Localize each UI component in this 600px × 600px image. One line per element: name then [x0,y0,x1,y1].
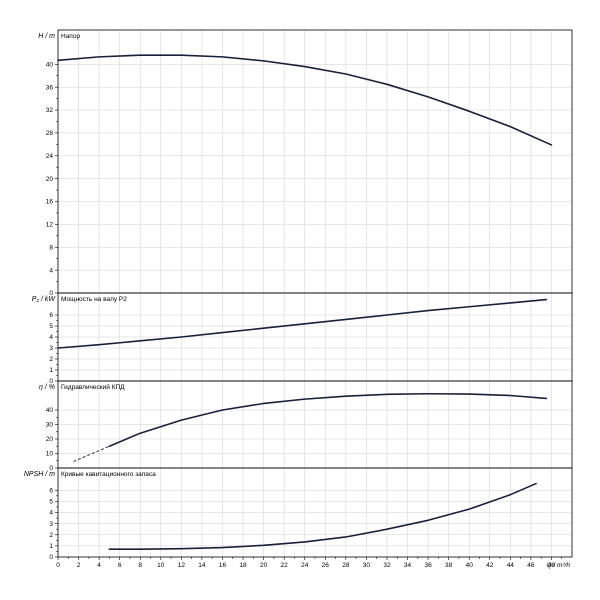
y-axis-label: P₂ / kW [32,296,57,303]
y-tick-label: 2 [49,356,53,363]
panel-frame [57,29,573,294]
x-tick-label: 40 [466,562,474,569]
x-tick-label: 6 [118,562,122,569]
x-tick-label: 30 [363,562,371,569]
x-tick-label: 32 [383,562,391,569]
panel-efficiency: 0 10 20 30 40 η / % Гидравлический КПД [39,380,573,472]
x-tick-label: 4 [97,562,101,569]
x-tick-label: 36 [424,562,432,569]
y-tick-label: 2 [49,532,53,539]
x-tick-label: 12 [178,562,186,569]
y-tick-label: 5 [49,499,53,506]
x-tick-label: 48 [548,562,556,569]
y-tick-label: 4 [49,510,53,517]
x-tick-label: 2 [77,562,81,569]
y-tick-label: 32 [46,107,54,114]
y-tick-label: 0 [49,554,53,561]
x-tick-label: 24 [301,562,309,569]
y-tick-label: 6 [49,487,53,494]
x-tick-label: 20 [260,562,268,569]
y-tick-label: 1 [49,367,53,374]
x-tick-label: 18 [239,562,247,569]
y-axis-label: NPSH / m [24,471,55,478]
series-line-power [57,298,548,349]
y-tick-label: 40 [46,62,54,69]
x-tick-label: 34 [404,562,412,569]
x-tick-label: 28 [342,562,350,569]
x-tick-label: 10 [157,562,165,569]
y-tick-label: 6 [49,312,53,319]
y-tick-label: 30 [46,422,54,429]
y-tick-label: 10 [46,451,54,458]
y-tick-label: 5 [49,323,53,330]
panel-title: Гидравлический КПД [61,383,125,391]
y-tick-label: 3 [49,521,53,528]
x-tick-label: 16 [219,562,227,569]
x-tick-label: 26 [322,562,330,569]
y-tick-label: 36 [46,84,54,91]
y-tick-label: 0 [49,290,53,297]
y-tick-label: 28 [46,130,54,137]
panel-power: 0 1 2 3 4 5 6 P₂ / kW Мощность на валу P2 [32,292,573,385]
x-tick-label: 8 [138,562,142,569]
y-tick-label: 3 [49,345,53,352]
y-tick-label: 24 [46,153,54,160]
y-tick-label: 0 [49,465,53,472]
series-line-npsh [108,482,537,551]
panel-title: Кривые кавитационного запаса [61,471,156,478]
panel-title: Напор [61,33,80,40]
y-tick-label: 12 [46,222,54,229]
y-tick-label: 4 [49,334,53,341]
x-tick-label: 22 [281,562,289,569]
series-line-efficiency-extrapolated [73,445,110,462]
x-axis: 0 2 4 6 8 10 12 14 16 18 20 22 24 26 28 30 32 34 36 38 40 42 4… [56,557,570,569]
x-tick-label: 44 [507,562,515,569]
y-tick-label: 1 [49,543,53,550]
x-tick-label: 38 [445,562,453,569]
x-axis-label: Q / m³/h [547,562,571,569]
series-line-efficiency [108,392,548,448]
y-axis-label: H / m [38,33,55,40]
y-tick-label: 8 [49,244,53,251]
x-tick-label: 42 [486,562,494,569]
panel-title: Мощность на валу P2 [61,296,127,303]
panel-npsh: 0 1 2 3 4 5 6 NPSH / m Кривые кавитационного зап… [24,467,573,561]
series-line-head [57,54,553,146]
y-tick-label: 4 [49,267,53,274]
panel-head: 0 4 8 12 16 20 24 28 32 36 40 H / m Напор [38,29,573,297]
x-tick-label: 46 [527,562,535,569]
x-tick-label: 14 [198,562,206,569]
x-tick-label: 0 [56,562,60,569]
y-tick-label: 16 [46,199,54,206]
y-tick-label: 20 [46,436,54,443]
y-tick-label: 40 [46,407,54,414]
y-tick-label: 20 [46,176,54,183]
y-axis-label: η / % [39,384,55,391]
y-tick-label: 0 [49,378,53,385]
